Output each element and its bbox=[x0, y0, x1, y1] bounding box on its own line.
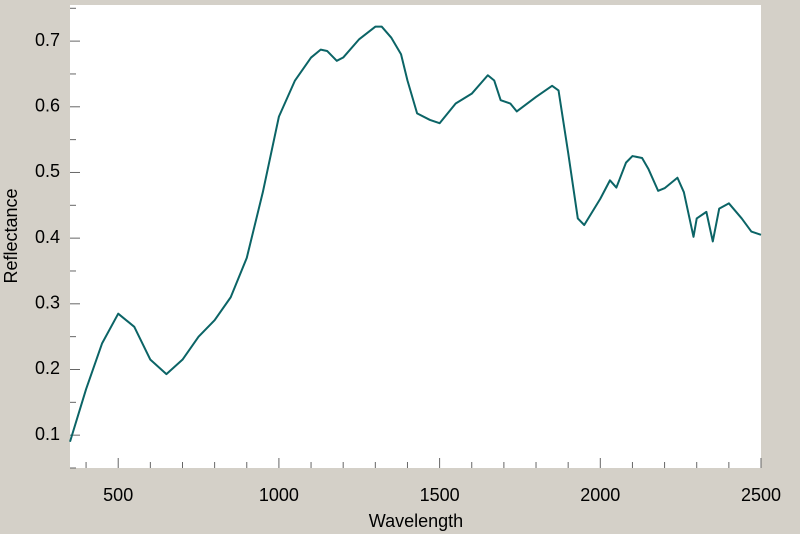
x-tick-label: 1500 bbox=[420, 485, 460, 505]
x-tick-label: 2500 bbox=[741, 485, 781, 505]
y-axis-label: Reflectance bbox=[1, 188, 21, 283]
x-axis-label: Wavelength bbox=[369, 511, 463, 531]
y-tick-label: 0.5 bbox=[35, 161, 60, 181]
x-tick-label: 2000 bbox=[580, 485, 620, 505]
y-tick-label: 0.1 bbox=[35, 424, 60, 444]
x-tick-label: 1000 bbox=[259, 485, 299, 505]
x-tick-label: 500 bbox=[103, 485, 133, 505]
y-tick-label: 0.2 bbox=[35, 358, 60, 378]
plot-area bbox=[70, 5, 761, 468]
y-tick-label: 0.3 bbox=[35, 293, 60, 313]
y-tick-label: 0.7 bbox=[35, 30, 60, 50]
spectrum-line bbox=[69, 25, 762, 443]
y-tick-label: 0.4 bbox=[35, 227, 60, 247]
y-tick-label: 0.6 bbox=[35, 96, 60, 116]
